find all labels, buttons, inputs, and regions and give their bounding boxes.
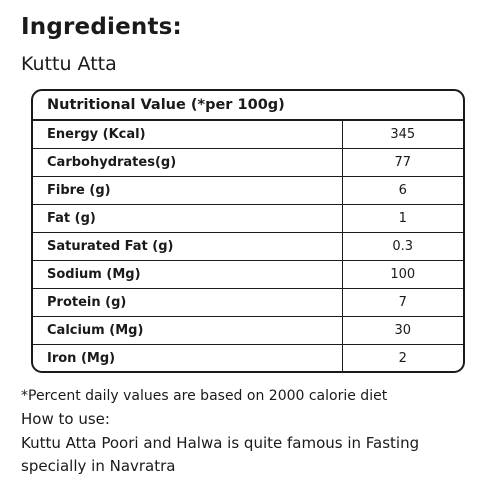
table-row: Calcium (Mg) 30 [33, 316, 463, 345]
table-row: Energy (Kcal) 345 [33, 121, 463, 149]
nutrition-facts-panel: Nutritional Value (*per 100g) Energy (Kc… [31, 89, 465, 373]
nutrition-title: Nutritional Value (*per 100g) [33, 91, 463, 121]
table-row: Sodium (Mg) 100 [33, 260, 463, 289]
nutrient-name: Calcium (Mg) [33, 316, 343, 345]
nutrient-value: 6 [342, 176, 463, 205]
nutrient-value: 77 [342, 148, 463, 177]
nutrient-name: Protein (g) [33, 288, 343, 317]
table-row: Protein (g) 7 [33, 288, 463, 317]
nutrition-table: Energy (Kcal) 345 Carbohydrates(g) 77 Fi… [33, 121, 463, 371]
table-row: Fibre (g) 6 [33, 176, 463, 205]
daily-values-footnote: *Percent daily values are based on 2000 … [21, 388, 388, 404]
nutrient-name: Fibre (g) [33, 176, 343, 205]
product-name: Kuttu Atta [21, 53, 117, 75]
table-row: Iron (Mg) 2 [33, 344, 463, 371]
table-row: Carbohydrates(g) 77 [33, 148, 463, 177]
nutrient-value: 2 [398, 351, 407, 366]
how-to-use-text: Kuttu Atta Poori and Halwa is quite famo… [21, 434, 420, 475]
nutrient-value: 345 [342, 121, 463, 149]
nutrient-name: Carbohydrates(g) [33, 148, 343, 177]
how-to-use-label: How to use: [21, 410, 110, 428]
nutrient-name: Fat (g) [33, 204, 343, 233]
nutrient-name: Sodium (Mg) [33, 260, 343, 289]
ingredients-heading: Ingredients: [21, 14, 182, 40]
table-row: Fat (g) 1 [33, 204, 463, 233]
table-row: Saturated Fat (g) 0.3 [33, 232, 463, 261]
nutrient-name: Saturated Fat (g) [33, 232, 343, 261]
nutrient-value: 30 [342, 316, 463, 345]
nutrient-value: 7 [342, 288, 463, 317]
nutrient-name: Iron (Mg) [33, 344, 343, 371]
nutrient-name: Energy (Kcal) [33, 121, 343, 149]
nutrient-value: 100 [342, 260, 463, 289]
nutrient-value: 0.3 [342, 232, 463, 261]
nutrient-value: 1 [342, 204, 463, 233]
